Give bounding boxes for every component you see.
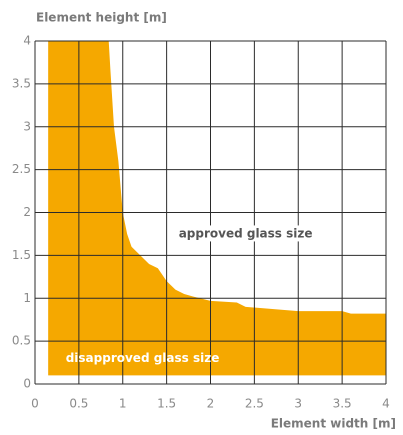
y-axis-title: Element height [m] xyxy=(36,11,167,25)
y-tick-label: 3 xyxy=(23,119,31,133)
y-tick-label: 1.5 xyxy=(12,248,31,262)
annotation: disapproved glass size xyxy=(66,351,220,365)
x-tick-label: 4 xyxy=(382,397,390,411)
y-tick-label: 2.5 xyxy=(12,162,31,176)
annotation-bg xyxy=(175,225,316,242)
y-tick-label: 0 xyxy=(23,377,31,391)
x-axis-title: Element width [m] xyxy=(271,417,396,431)
x-tick-label: 1 xyxy=(119,397,127,411)
x-tick-label: 0.5 xyxy=(69,397,88,411)
y-tick-label: 4 xyxy=(23,34,31,48)
y-tick-label: 0.5 xyxy=(12,334,31,348)
y-tick-label: 2 xyxy=(23,205,31,219)
x-tick-label: 2.5 xyxy=(245,397,264,411)
y-tick-label: 3.5 xyxy=(12,76,31,90)
x-tick-label: 3 xyxy=(294,397,302,411)
x-tick-label: 3.5 xyxy=(333,397,352,411)
x-tick-label: 2 xyxy=(207,397,215,411)
annotation: approved glass size xyxy=(179,226,313,240)
area xyxy=(48,41,386,376)
y-tick-label: 1 xyxy=(23,291,31,305)
x-tick-label: 0 xyxy=(31,397,39,411)
x-tick-label: 1.5 xyxy=(157,397,176,411)
